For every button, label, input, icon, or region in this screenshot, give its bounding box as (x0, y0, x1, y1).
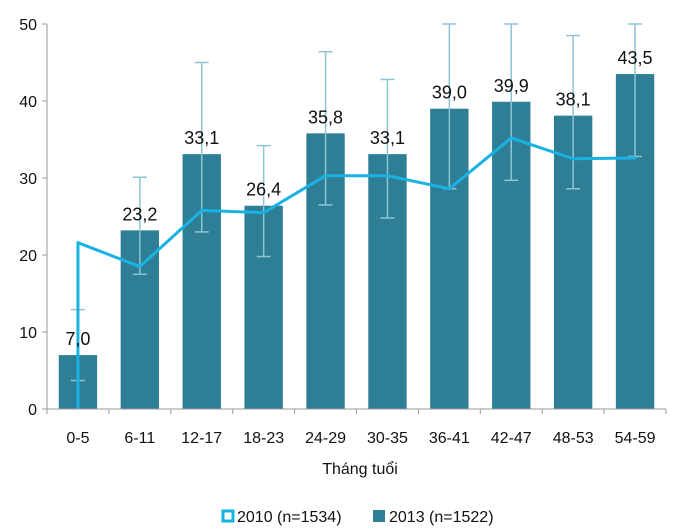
line-point-12-17 (200, 208, 204, 212)
line-point-54-59 (633, 156, 637, 160)
data-label-24-29: 35,8 (308, 107, 343, 127)
x-axis-title: Tháng tuổi (322, 460, 398, 478)
line-point-18-23 (262, 211, 266, 215)
line-point-30-35 (385, 174, 389, 178)
y-tick-label: 30 (19, 171, 37, 188)
y-tick-label: 40 (19, 94, 37, 111)
legend-swatch-2013 (373, 510, 385, 522)
line-point-6-11 (138, 265, 142, 269)
x-tick-label: 48-53 (553, 430, 594, 447)
x-tick-label: 24-29 (305, 430, 346, 447)
data-label-18-23: 26,4 (246, 180, 281, 200)
legend: 2010 (n=1534) 2013 (n=1522) (221, 509, 494, 526)
y-tick-label: 10 (19, 325, 37, 342)
x-tick-label: 12-17 (181, 430, 222, 447)
x-tick-label: 18-23 (243, 430, 284, 447)
x-tick-label: 42-47 (491, 430, 532, 447)
data-label-30-35: 33,1 (370, 128, 405, 148)
bars-2013 (58, 74, 655, 410)
y-tick-label: 20 (19, 248, 37, 265)
data-label-42-47: 39,9 (494, 76, 529, 96)
y-axis: 0 10 20 30 40 50 (19, 17, 48, 419)
x-tick-label: 6-11 (124, 430, 155, 447)
data-label-0-5: 7,0 (65, 329, 90, 349)
y-tick-label: 0 (28, 402, 37, 419)
data-label-12-17: 33,1 (184, 128, 219, 148)
line-point-48-53 (571, 157, 575, 161)
legend-item-2010: 2010 (n=1534) (221, 509, 342, 526)
x-tick-label: 30-35 (367, 430, 408, 447)
legend-label-2013: 2013 (n=1522) (389, 509, 494, 526)
data-label-36-41: 39,0 (432, 83, 467, 103)
line-point-0-5 (76, 241, 80, 245)
data-label-54-59: 43,5 (618, 48, 653, 68)
y-tick-label: 50 (19, 17, 37, 34)
line-point-24-29 (324, 174, 328, 178)
x-tick-label: 0-5 (66, 430, 89, 447)
line-path-2010 (76, 136, 636, 409)
data-label-6-11: 23,2 (122, 204, 157, 224)
line-point-36-41 (447, 187, 451, 191)
line-point-42-47 (509, 136, 513, 140)
legend-item-2013: 2013 (n=1522) (373, 509, 494, 526)
x-axis: 0-5 6-11 12-17 18-23 24-29 30-35 36-41 42-47 48-… (46, 408, 667, 447)
line-2010 (76, 136, 637, 409)
x-tick-label: 36-41 (429, 430, 470, 447)
legend-swatch-2010 (221, 509, 235, 523)
data-label-48-53: 38,1 (556, 90, 591, 110)
x-tick-label: 54-59 (615, 430, 656, 447)
data-labels: 7,0 23,2 33,1 26,4 35,8 33,1 39,0 39,9 38,1 43,5 (65, 48, 652, 349)
legend-label-2010: 2010 (n=1534) (237, 509, 342, 526)
